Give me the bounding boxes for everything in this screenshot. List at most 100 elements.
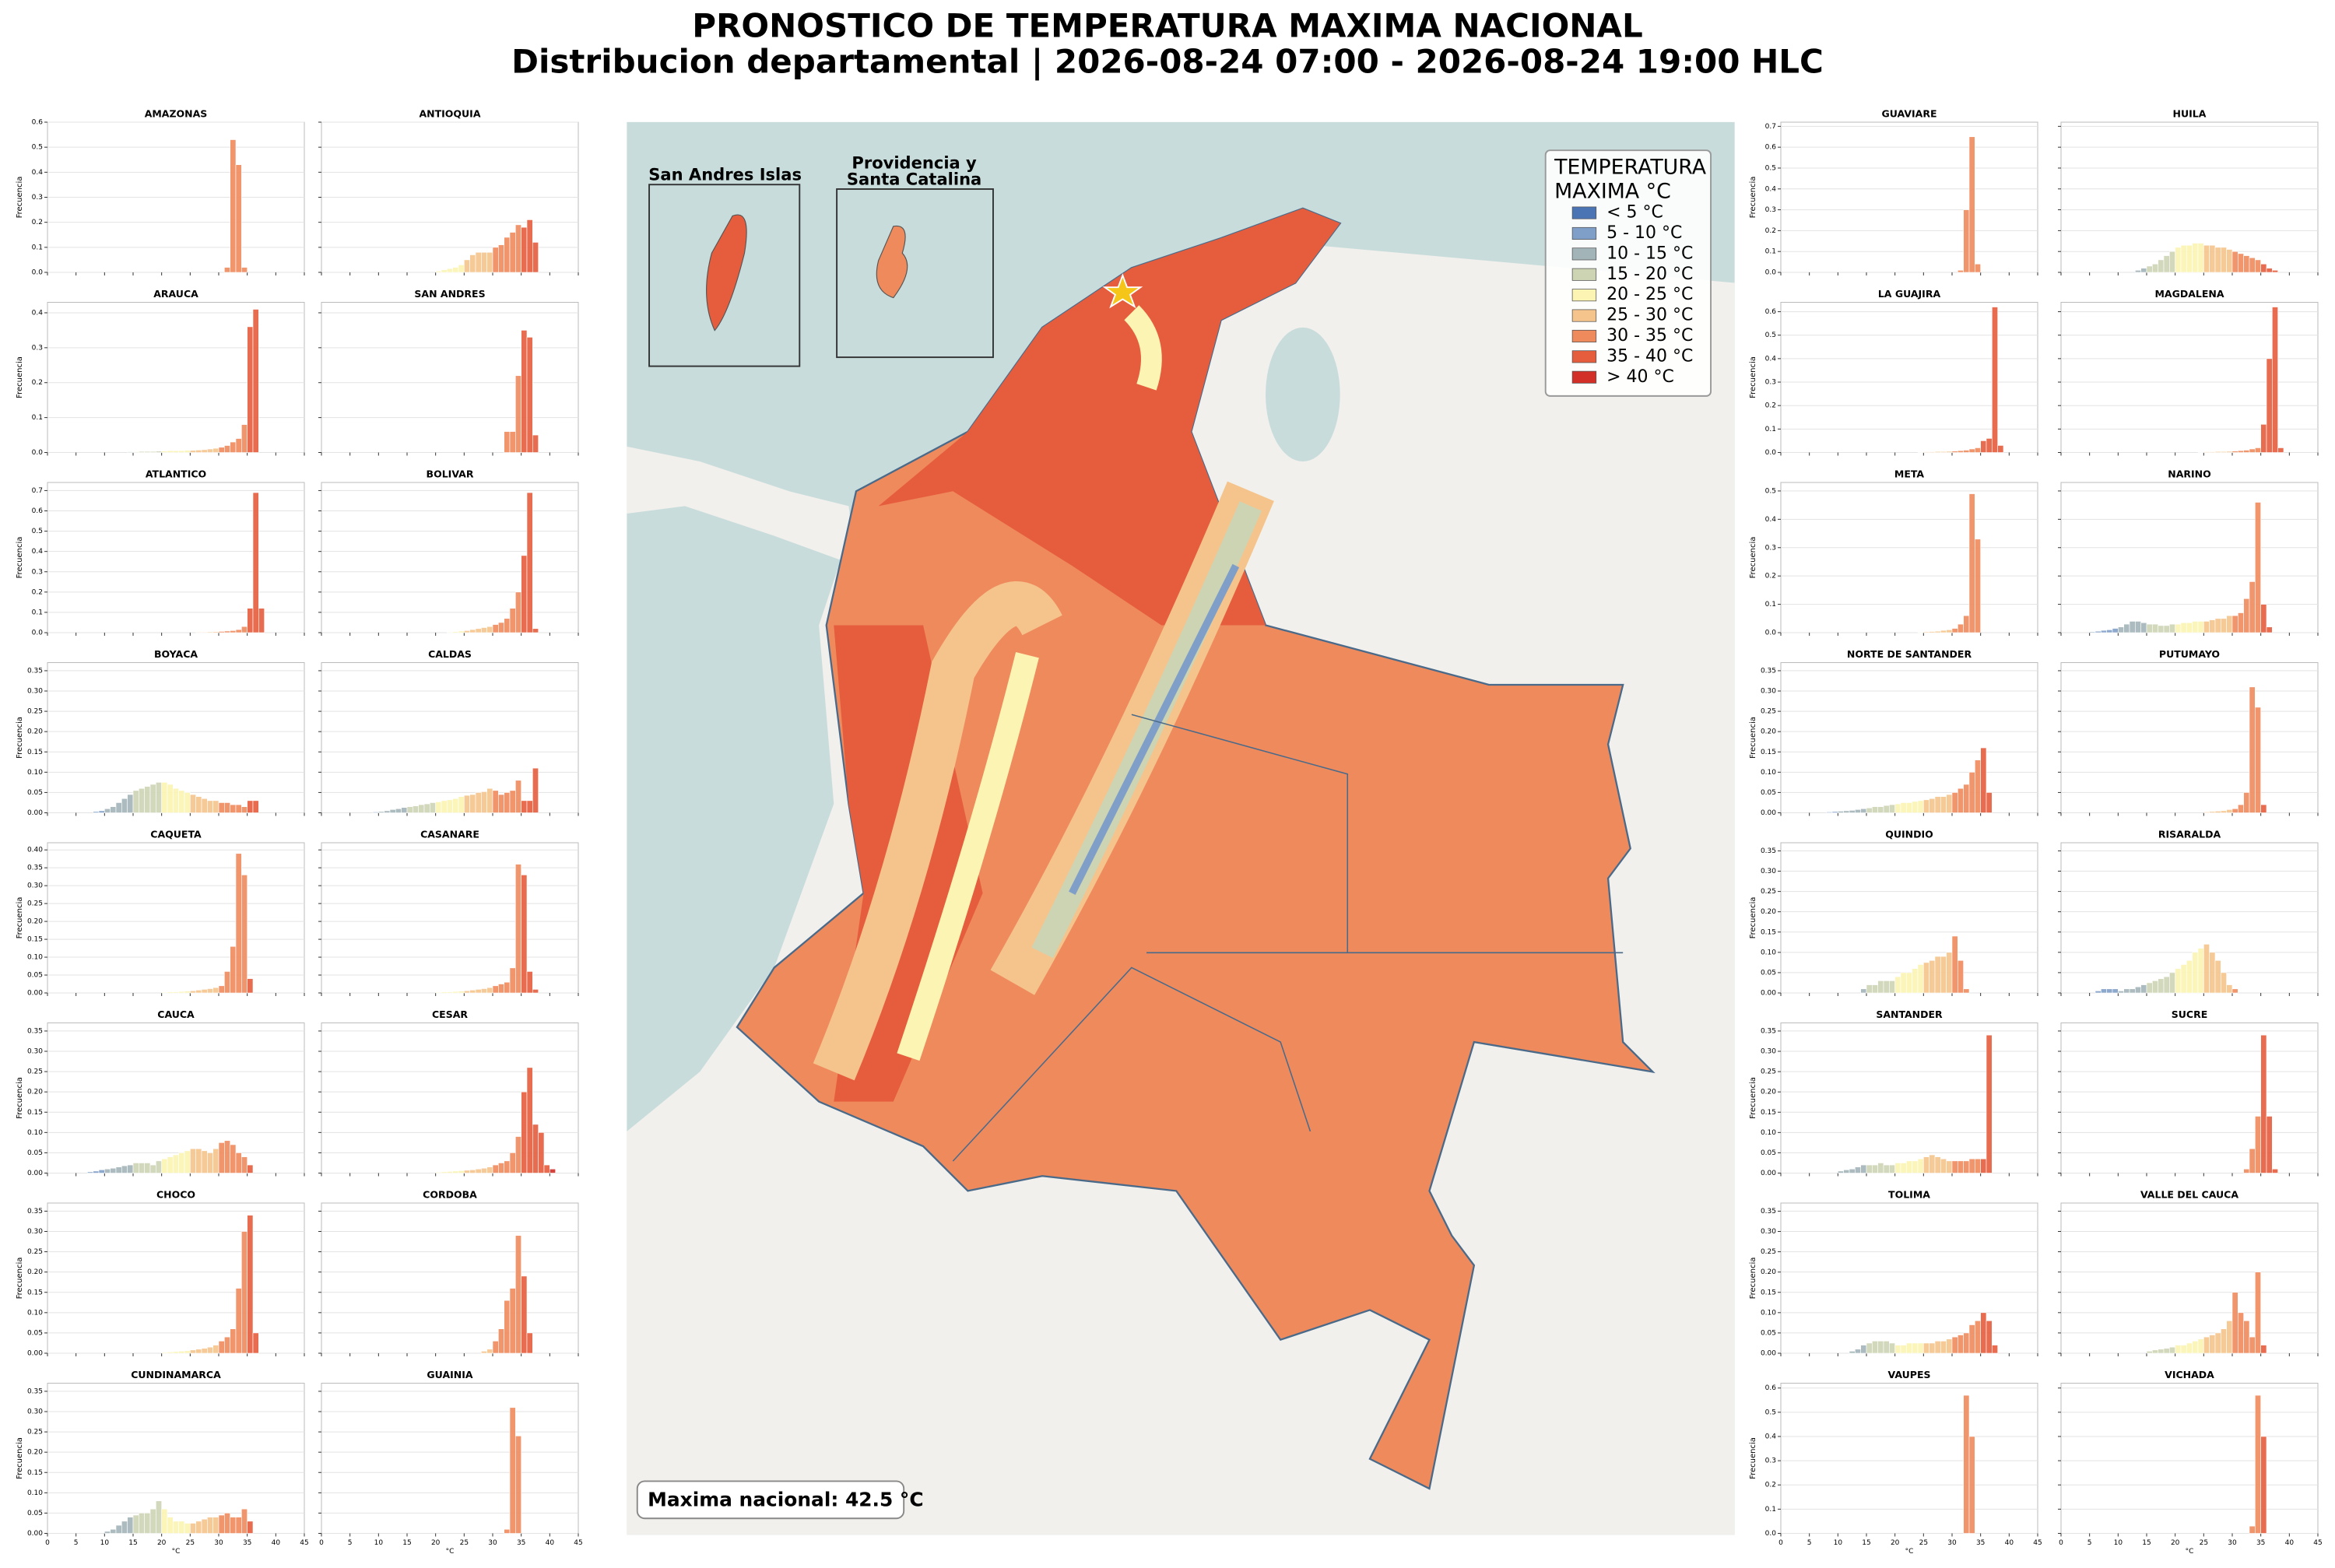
- y-tick-label: 0.6: [1765, 308, 1777, 316]
- y-tick-label: 0.4: [32, 169, 44, 177]
- bar: [2214, 247, 2221, 273]
- bar: [464, 630, 470, 633]
- bar: [1958, 450, 1964, 453]
- bar: [230, 139, 237, 273]
- legend-label: 20 - 25 °C: [1606, 285, 1693, 304]
- bar: [1906, 802, 1912, 813]
- bar: [2249, 1336, 2256, 1354]
- bar: [2255, 447, 2261, 453]
- bar: [1946, 1338, 1953, 1354]
- y-tick-label: 0.4: [32, 548, 44, 556]
- bar: [1951, 792, 1958, 813]
- bar: [447, 799, 453, 813]
- bar: [389, 809, 396, 813]
- bar: [1912, 968, 1919, 994]
- chart-title: VAUPES: [1888, 1369, 1931, 1380]
- bar: [1986, 792, 1993, 813]
- x-tick-label: 25: [186, 1539, 195, 1547]
- bar: [1889, 804, 1895, 813]
- bar: [509, 431, 516, 453]
- x-tick-label: 0: [319, 1539, 324, 1547]
- x-tick-label: 25: [460, 1539, 469, 1547]
- y-tick-label: 0.6: [1765, 144, 1777, 152]
- bar: [2231, 988, 2238, 994]
- bar: [532, 989, 539, 994]
- bar: [2249, 257, 2256, 273]
- bar: [201, 1518, 208, 1534]
- bar: [167, 1352, 174, 1354]
- bar: [218, 631, 225, 633]
- bar: [2175, 247, 2182, 273]
- x-tick-label: 15: [402, 1539, 411, 1547]
- bar: [132, 451, 139, 453]
- y-tick-label: 0.05: [1761, 1149, 1776, 1157]
- bar: [2255, 1394, 2261, 1534]
- bar: [224, 630, 230, 633]
- bar: [1929, 798, 1936, 813]
- bar: [127, 794, 134, 813]
- chart-title: CAUCA: [157, 1009, 195, 1020]
- y-tick-label: 0.0: [1765, 630, 1777, 637]
- annotation: Maxima nacional: 42.5 °C: [648, 1488, 923, 1510]
- y-tick-label: 0.25: [1761, 708, 1776, 716]
- bar: [435, 1172, 442, 1173]
- y-tick-label: 0.5: [1765, 164, 1776, 172]
- bar: [1889, 1164, 1895, 1173]
- bar: [435, 271, 442, 273]
- bar: [1872, 806, 1878, 813]
- bar: [2238, 804, 2244, 813]
- bar: [1968, 772, 1975, 813]
- y-tick-label: 0.40: [27, 847, 43, 854]
- bar: [173, 1521, 179, 1534]
- bar: [464, 1170, 470, 1173]
- bar: [2203, 451, 2210, 453]
- bar: [2209, 952, 2216, 994]
- bar: [2175, 1345, 2182, 1354]
- bar: [2221, 451, 2227, 453]
- bar: [492, 985, 499, 994]
- bar: [1968, 1324, 1975, 1354]
- y-tick-label: 0.00: [1761, 1350, 1776, 1358]
- bar: [252, 800, 259, 813]
- andes: [813, 581, 1062, 1081]
- bar: [2221, 810, 2227, 813]
- bar: [2243, 1168, 2250, 1173]
- island: [876, 225, 908, 299]
- bar: [201, 449, 208, 453]
- y-tick-label: 0.15: [27, 1469, 43, 1477]
- bar: [452, 991, 459, 994]
- bar: [521, 226, 528, 273]
- y-tick-label: 0.30: [1761, 868, 1776, 875]
- bar: [1934, 1156, 1941, 1173]
- bar: [161, 451, 168, 453]
- bar: [178, 1351, 185, 1354]
- bar: [230, 1328, 237, 1354]
- x-tick-label: 30: [2228, 1539, 2237, 1547]
- bar: [247, 800, 254, 813]
- bar: [2203, 944, 2210, 994]
- bar: [2226, 249, 2233, 273]
- bar: [1958, 270, 1964, 273]
- x-tick-label: 5: [74, 1539, 79, 1547]
- bar: [458, 796, 465, 813]
- x-tick-label: 10: [100, 1539, 110, 1547]
- bar: [156, 451, 162, 453]
- legend-swatch: [1571, 247, 1597, 261]
- bar: [1968, 136, 1975, 273]
- axes-frame: [1780, 482, 2038, 633]
- bar: [447, 631, 453, 633]
- bar: [481, 251, 487, 273]
- y-axis-label: Frecuencia: [16, 1258, 24, 1300]
- bar: [1923, 962, 1929, 994]
- bar: [184, 1523, 191, 1534]
- y-tick-label: 0.00: [27, 990, 43, 998]
- y-axis-label: Frecuencia: [1749, 1258, 1757, 1300]
- bar: [224, 1336, 230, 1354]
- bar: [224, 971, 230, 994]
- bar: [178, 450, 185, 453]
- bar: [1843, 1170, 1850, 1173]
- y-tick-label: 0.5: [1765, 1408, 1776, 1416]
- bar: [173, 450, 179, 453]
- bar: [1883, 805, 1890, 813]
- bar: [2089, 631, 2096, 633]
